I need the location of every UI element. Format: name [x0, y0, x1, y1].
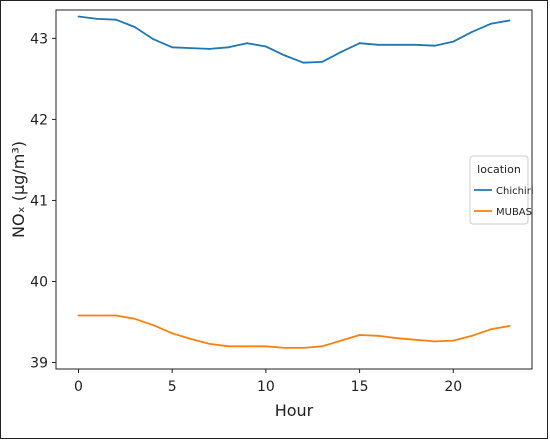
data-point-chichiri: [508, 19, 511, 22]
data-point-chichiri: [489, 22, 492, 25]
data-point-mubas: [302, 347, 305, 349]
y-tick-label: 41: [30, 193, 48, 209]
data-point-mubas: [152, 324, 155, 327]
legend-label-mubas: MUBAS: [496, 207, 532, 218]
legend-box: [469, 155, 529, 225]
data-point-chichiri: [152, 38, 155, 41]
data-point-chichiri: [302, 61, 305, 64]
data-point-chichiri: [115, 18, 117, 21]
data-point-chichiri: [396, 43, 398, 46]
data-point-chichiri: [227, 46, 230, 49]
data-point-chichiri: [340, 51, 342, 53]
data-point-mubas: [358, 334, 361, 336]
x-axis-ticks: 0 5 10 15 20: [74, 369, 462, 395]
y-tick-label: 42: [30, 112, 48, 128]
data-point-mubas: [96, 314, 99, 317]
data-point-mubas: [115, 314, 117, 317]
series-lines: [77, 15, 511, 349]
data-point-mubas: [414, 338, 417, 341]
data-point-chichiri: [321, 61, 323, 63]
data-point-chichiri: [358, 42, 361, 45]
data-point-mubas: [489, 328, 492, 331]
y-tick-label: 40: [30, 274, 48, 290]
legend: location Chichiri MUBAS: [469, 155, 534, 225]
data-point-chichiri: [283, 54, 286, 57]
data-point-mubas: [265, 345, 267, 348]
plot-area: [55, 9, 533, 370]
data-point-mubas: [246, 345, 249, 348]
data-point-chichiri: [471, 31, 473, 33]
y-axis-ticks: 39 40 41 42 43: [30, 31, 56, 372]
data-point-chichiri: [171, 46, 174, 49]
data-point-chichiri: [208, 48, 211, 50]
y-tick-label: 39: [30, 356, 48, 372]
data-point-mubas: [321, 345, 323, 348]
data-point-mubas: [190, 338, 192, 340]
plot-border: [55, 9, 533, 370]
y-axis-label: NOₓ (μg/m³): [9, 141, 28, 238]
data-point-mubas: [452, 339, 455, 342]
data-point-mubas: [283, 347, 286, 349]
x-tick-label: 0: [74, 379, 83, 395]
data-point-chichiri: [96, 18, 99, 20]
x-axis-label: Hour: [275, 401, 314, 420]
data-point-chichiri: [414, 43, 417, 46]
data-point-mubas: [377, 334, 380, 337]
data-point-chichiri: [433, 44, 436, 47]
x-tick-label: 15: [351, 379, 369, 395]
data-point-chichiri: [265, 45, 267, 48]
data-point-mubas: [433, 340, 436, 343]
legend-title: location: [477, 163, 521, 176]
series-line-chichiri: [78, 15, 510, 64]
data-point-mubas: [208, 343, 211, 345]
data-point-mubas: [340, 339, 342, 342]
data-point-mubas: [508, 325, 511, 327]
data-point-chichiri: [190, 47, 192, 49]
x-tick-label: 20: [444, 379, 462, 395]
x-tick-label: 10: [257, 379, 275, 395]
data-point-chichiri: [452, 40, 455, 43]
legend-label-chichiri: Chichiri: [496, 186, 534, 197]
data-point-chichiri: [377, 43, 380, 46]
data-point-mubas: [471, 334, 473, 337]
x-tick-label: 5: [168, 379, 177, 395]
y-tick-label: 43: [30, 31, 48, 47]
data-point-mubas: [227, 345, 230, 348]
series-line-mubas: [78, 314, 510, 349]
data-point-mubas: [171, 332, 174, 335]
data-point-chichiri: [246, 42, 249, 45]
data-point-chichiri: [133, 26, 136, 28]
data-point-chichiri: [77, 15, 80, 18]
data-point-mubas: [396, 337, 398, 340]
data-point-mubas: [133, 317, 136, 320]
data-point-mubas: [77, 314, 80, 317]
